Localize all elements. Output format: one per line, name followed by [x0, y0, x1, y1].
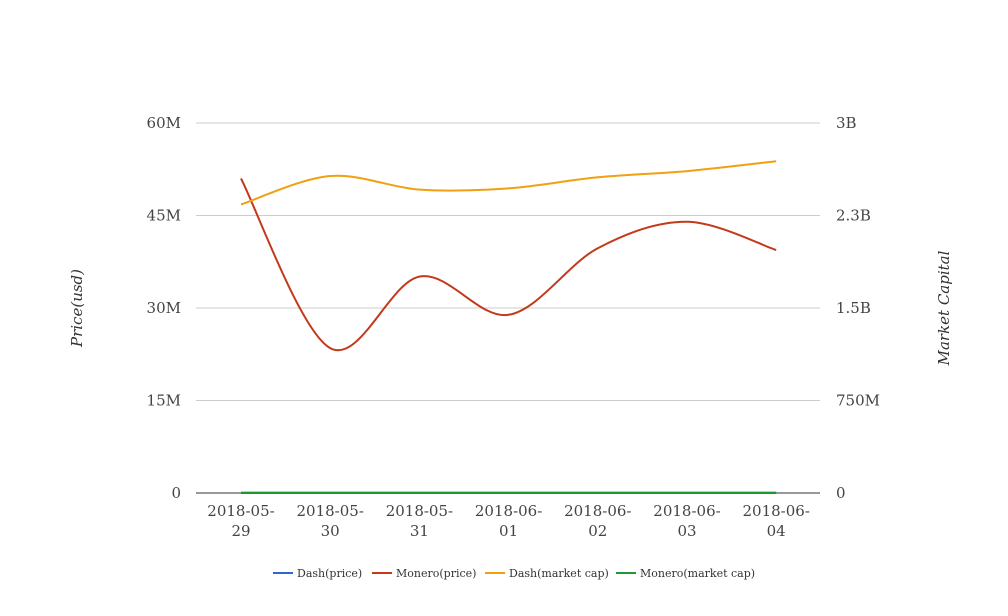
legend-label: Dash(market cap) [509, 567, 609, 580]
legend-label: Monero(price) [396, 567, 476, 580]
series-line-monero-price [240, 178, 777, 352]
y-axis-title-right: Market Capital [935, 250, 953, 366]
y-tick-label-left: 60M [147, 114, 181, 132]
x-tick-label: 2018-06-01 [475, 502, 542, 540]
x-tick-label: 2018-06-04 [742, 502, 809, 540]
series-line-dash-market-cap [240, 160, 777, 206]
y-tick-label-right: 0 [836, 484, 846, 502]
y-tick-label-right: 2.3B [836, 207, 871, 225]
y-tick-label-left: 30M [147, 299, 181, 317]
x-tick-label: 2018-06-02 [564, 502, 631, 540]
legend-label: Dash(price) [297, 567, 362, 580]
y-tick-label-right: 750M [836, 392, 880, 410]
x-tick-label: 2018-05-29 [207, 502, 274, 540]
y-tick-label-right: 3B [836, 114, 857, 132]
y-tick-label-left: 15M [147, 392, 181, 410]
y-tick-label-left: 45M [147, 207, 181, 225]
y-tick-label-left: 0 [171, 484, 181, 502]
y-axis-title-left: Price(usd) [68, 269, 86, 348]
x-tick-label: 2018-05-30 [296, 502, 363, 540]
x-tick-label: 2018-06-03 [653, 502, 720, 540]
y-tick-label-right: 1.5B [836, 299, 871, 317]
x-tick-label: 2018-05-31 [386, 502, 453, 540]
legend-label: Monero(market cap) [640, 567, 755, 580]
